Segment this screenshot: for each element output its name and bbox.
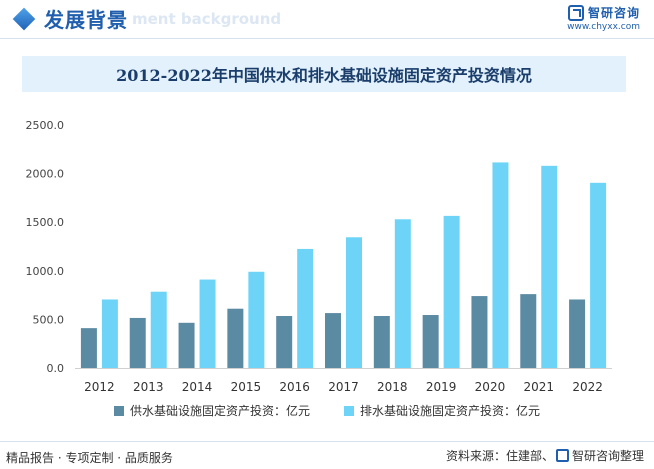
bar-drainage [492,162,509,368]
bar-drainage [394,219,411,368]
footer-tagline: 精品报告 · 专项定制 · 品质服务 [6,451,173,465]
brand: 智研咨询 www.chyxx.com [567,4,640,32]
x-category-label: 2017 [328,380,359,394]
x-category-label: 2014 [182,380,213,394]
y-tick-label: 1000.0 [26,265,65,278]
bar-water-supply [422,315,439,368]
x-category-label: 2015 [231,380,262,394]
x-category-label: 2022 [572,380,603,394]
footer-source: 资料来源：住建部、 智研咨询整理 [446,447,644,464]
legend-label-water-supply: 供水基础设施固定资产投资：亿元 [129,404,310,418]
y-tick-label: 0.0 [47,362,65,375]
x-category-label: 2013 [133,380,164,394]
bar-drainage [297,248,314,368]
bar-water-supply [471,296,488,368]
bar-drainage [590,182,607,368]
x-category-label: 2020 [475,380,506,394]
brand-name: 智研咨询 [587,6,640,20]
y-tick-label: 2500.0 [26,119,65,132]
bar-water-supply [80,328,97,368]
bar-water-supply [325,313,341,368]
bar-water-supply [178,322,195,368]
brand-url: www.chyxx.com [567,22,640,32]
bar-water-supply [373,315,390,368]
page-title: 发展背景 [44,8,128,32]
chart-title: 2012-2022年中国供水和排水基础设施固定资产投资情况 [116,66,532,85]
legend-swatch-water-supply [113,405,124,416]
legend-label-drainage: 排水基础设施固定资产投资：亿元 [360,404,541,418]
header: 发展背景 ment background 智研咨询 www.chyxx.com [0,0,654,38]
bar-water-supply [569,299,586,368]
legend-item-water-supply: 供水基础设施固定资产投资：亿元 [113,402,310,419]
footer-divider [0,441,654,442]
source-brand: 智研咨询整理 [571,449,644,463]
y-tick-label: 500.0 [33,313,65,326]
bar-drainage [150,291,167,368]
x-category-label: 2016 [279,380,310,394]
x-category-label: 2019 [426,380,457,394]
x-category-label: 2021 [523,380,554,394]
bar-water-supply [276,315,293,368]
ghost-subtitle: ment background [132,10,282,28]
bar-drainage [248,271,265,368]
bar-water-supply [129,317,146,368]
bar-drainage [346,237,362,368]
bar-drainage [101,299,118,368]
y-tick-label: 1500.0 [26,216,65,229]
chart-title-bar: 2012-2022年中国供水和排水基础设施固定资产投资情况 [22,56,626,92]
footer: 精品报告 · 专项定制 · 品质服务 资料来源：住建部、 智研咨询整理 [0,441,654,469]
x-category-label: 2018 [377,380,408,394]
bar-drainage [443,215,460,368]
x-category-label: 2012 [84,380,115,394]
bar-water-supply [520,294,537,368]
y-tick-label: 2000.0 [26,168,65,181]
legend: 供水基础设施固定资产投资：亿元 排水基础设施固定资产投资：亿元 [0,402,654,419]
header-title-group: 发展背景 [8,4,128,33]
legend-swatch-drainage [344,405,354,416]
brand-logo-small-icon [555,449,569,462]
bar-drainage [541,165,558,368]
bar-drainage [199,279,216,368]
header-divider [0,38,654,39]
source-label: 资料来源：住建部、 [445,449,554,463]
legend-item-drainage: 排水基础设施固定资产投资：亿元 [344,402,540,419]
bar-water-supply [227,308,244,368]
brand-logo-icon [567,4,584,21]
